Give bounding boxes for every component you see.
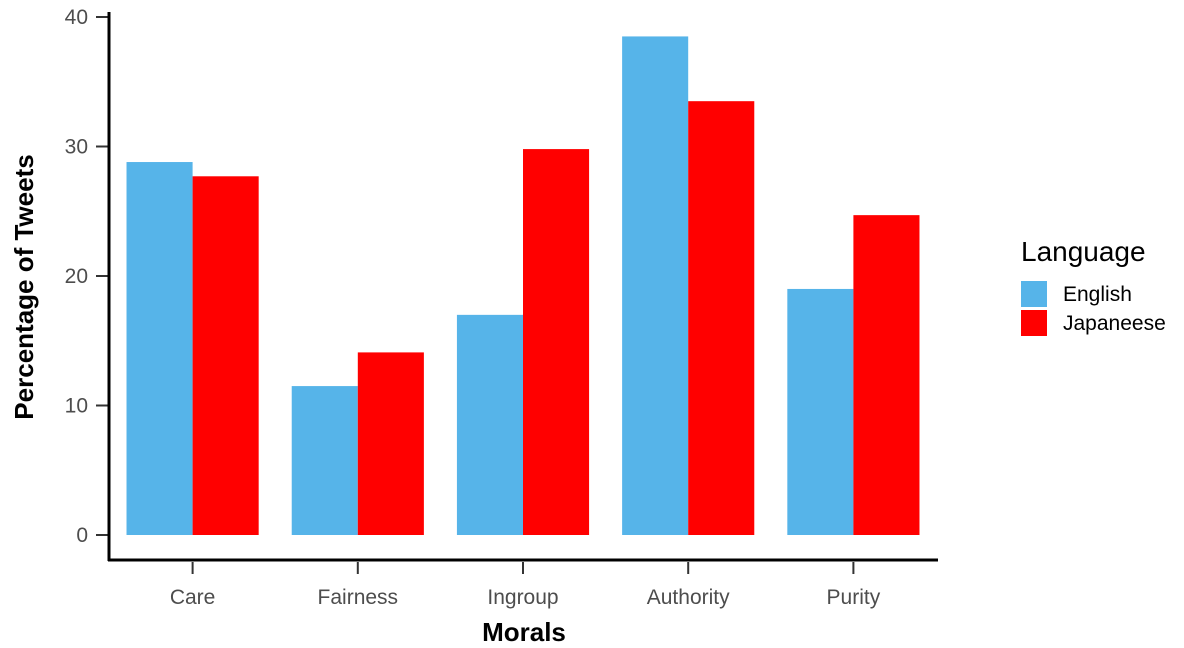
- x-axis-ticks: Care Fairness Ingroup Authority Purity: [170, 562, 881, 609]
- legend-title: Language: [1021, 236, 1146, 267]
- y-tick-label: 20: [65, 265, 88, 288]
- y-tick-label: 30: [65, 136, 88, 159]
- x-axis-title: Morals: [482, 617, 566, 647]
- legend-swatch: [1021, 310, 1047, 336]
- bar-fairness-english: [291, 386, 358, 535]
- bar-authority-japaneese: [688, 101, 755, 536]
- legend: Language English Japaneese: [1021, 236, 1166, 336]
- bar-purity-japaneese: [853, 215, 920, 535]
- x-tick-label: Fairness: [318, 586, 399, 609]
- bar-care-japaneese: [192, 176, 259, 536]
- bar-fairness-japaneese: [357, 352, 424, 535]
- x-tick-label: Authority: [647, 586, 730, 609]
- y-axis-ticks: 0 10 20 30 40: [65, 6, 108, 547]
- y-tick-label: 40: [65, 6, 88, 29]
- y-tick-label: 10: [65, 395, 88, 418]
- bar-purity-english: [787, 288, 854, 535]
- legend-label: English: [1063, 283, 1132, 306]
- bars: [126, 36, 920, 536]
- bar-ingroup-english: [456, 314, 523, 535]
- y-axis-title: Percentage of Tweets: [9, 154, 39, 419]
- bar-care-english: [126, 162, 193, 536]
- x-tick-label: Ingroup: [487, 586, 558, 609]
- bar-ingroup-japaneese: [523, 149, 590, 535]
- x-tick-label: Purity: [827, 586, 881, 609]
- legend-swatch: [1021, 281, 1047, 307]
- bar-authority-english: [622, 36, 689, 536]
- legend-label: Japaneese: [1063, 312, 1166, 335]
- x-tick-label: Care: [170, 586, 216, 609]
- y-tick-label: 0: [76, 524, 88, 547]
